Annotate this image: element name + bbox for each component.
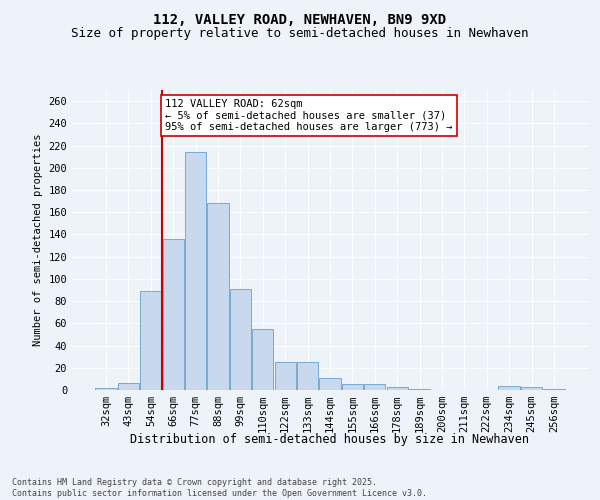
- Bar: [386, 386, 408, 390]
- Bar: [364, 384, 385, 390]
- Text: Size of property relative to semi-detached houses in Newhaven: Size of property relative to semi-detach…: [71, 28, 529, 40]
- Text: 112, VALLEY ROAD, NEWHAVEN, BN9 9XD: 112, VALLEY ROAD, NEWHAVEN, BN9 9XD: [154, 12, 446, 26]
- Bar: [252, 329, 274, 390]
- Y-axis label: Number of semi-detached properties: Number of semi-detached properties: [33, 134, 43, 346]
- Text: Distribution of semi-detached houses by size in Newhaven: Distribution of semi-detached houses by …: [131, 432, 530, 446]
- Text: Contains HM Land Registry data © Crown copyright and database right 2025.
Contai: Contains HM Land Registry data © Crown c…: [12, 478, 427, 498]
- Bar: [140, 291, 161, 390]
- Text: 112 VALLEY ROAD: 62sqm
← 5% of semi-detached houses are smaller (37)
95% of semi: 112 VALLEY ROAD: 62sqm ← 5% of semi-deta…: [166, 99, 453, 132]
- Bar: [409, 389, 430, 390]
- Bar: [342, 384, 363, 390]
- Bar: [118, 384, 139, 390]
- Bar: [297, 362, 318, 390]
- Bar: [275, 362, 296, 390]
- Bar: [543, 389, 565, 390]
- Bar: [319, 378, 341, 390]
- Bar: [95, 388, 117, 390]
- Bar: [230, 289, 251, 390]
- Bar: [521, 386, 542, 390]
- Bar: [208, 204, 229, 390]
- Bar: [185, 152, 206, 390]
- Bar: [499, 386, 520, 390]
- Bar: [163, 239, 184, 390]
